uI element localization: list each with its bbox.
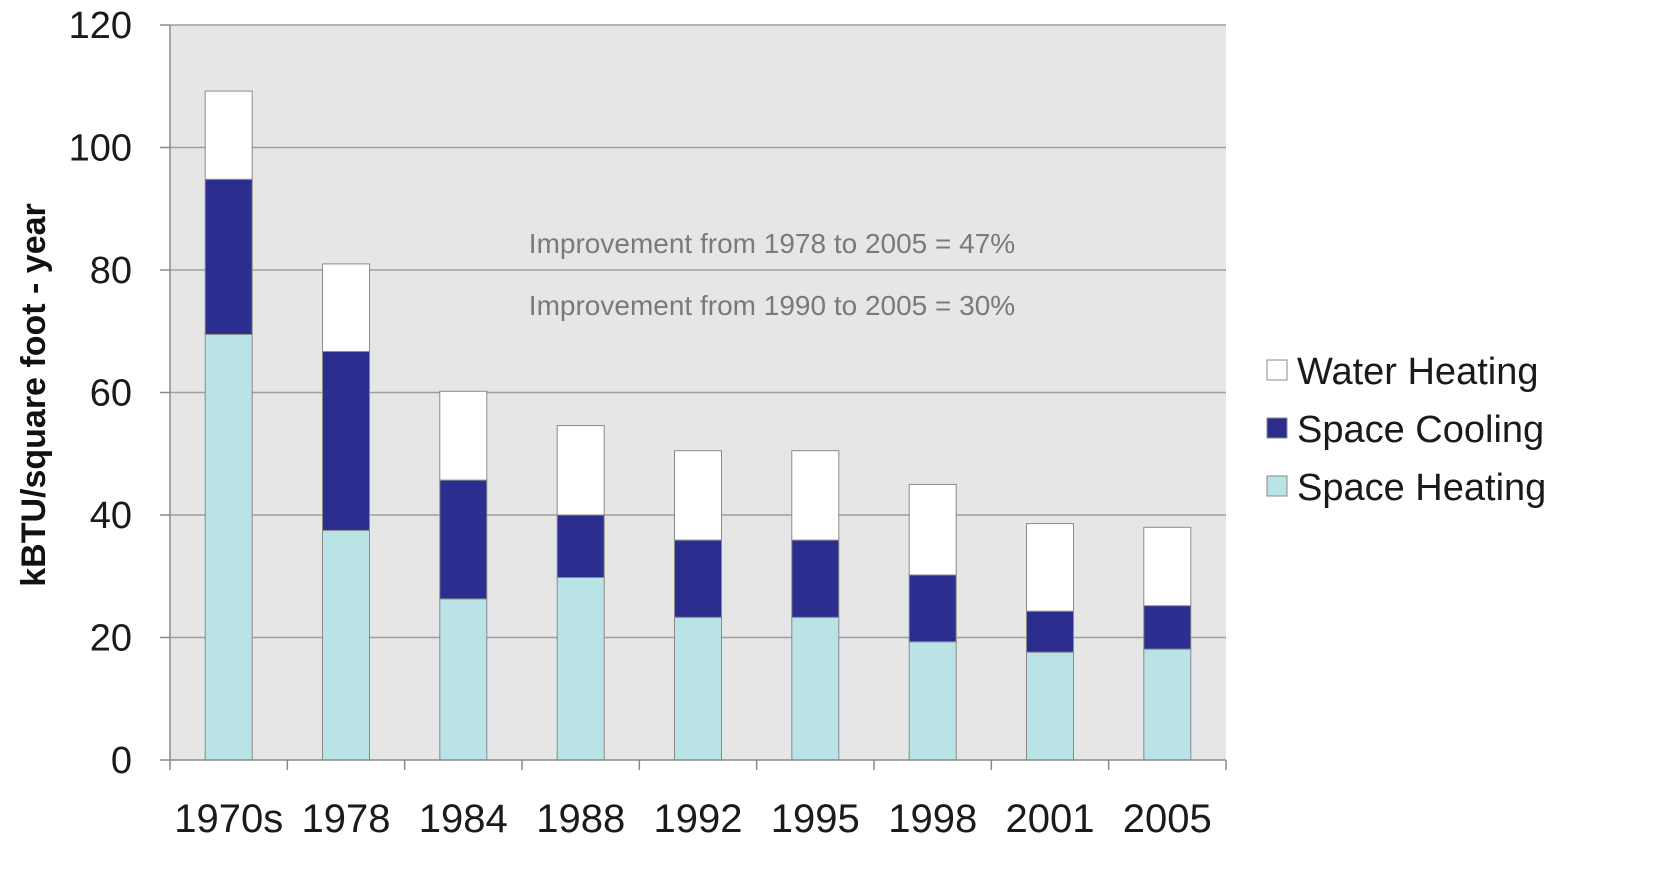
legend-label-water-heating: Water Heating <box>1297 351 1538 393</box>
bar-water-heating-1992 <box>674 450 722 541</box>
bar-water-heating-1970s <box>204 90 253 180</box>
x-tick-label: 1978 <box>302 797 391 841</box>
x-tick-label: 1992 <box>654 797 743 841</box>
bar-space-heating-2001 <box>1026 651 1074 761</box>
bar-space-cooling-1998 <box>908 574 957 643</box>
bar-space-heating-1995 <box>791 616 840 761</box>
x-tick-label: 1970s <box>174 797 283 841</box>
axes <box>160 24 1227 770</box>
bars <box>204 90 1192 761</box>
bar-water-heating-2001 <box>1026 523 1074 612</box>
bar-space-cooling-1978 <box>322 351 370 531</box>
x-tick-label: 1995 <box>771 797 860 841</box>
bar-water-heating-2005 <box>1143 526 1192 607</box>
x-tick-label: 2005 <box>1123 797 1212 841</box>
y-tick-label: 0 <box>111 740 132 782</box>
y-tick-label: 120 <box>69 5 132 47</box>
annotation-1978-2005: Improvement from 1978 to 2005 = 47% <box>529 228 1015 259</box>
y-axis-label: kBTU/square foot - year <box>15 203 53 587</box>
legend: Water Heating Space Cooling Space Heating <box>1266 351 1546 509</box>
y-tick-labels: 0 20 40 60 80 100 120 <box>69 5 132 782</box>
bar-space-cooling-1970s <box>204 178 253 335</box>
y-tick-label: 100 <box>69 128 132 170</box>
bar-space-cooling-1988 <box>556 514 605 578</box>
x-tick-label: 1988 <box>536 797 625 841</box>
bar-space-heating-1988 <box>556 577 605 761</box>
annotation-1990-2005: Improvement from 1990 to 2005 = 30% <box>529 290 1015 321</box>
legend-swatch-space-cooling <box>1266 417 1288 439</box>
y-tick-label: 60 <box>90 373 132 415</box>
legend-swatch-space-heating <box>1266 475 1288 497</box>
legend-label-space-heating: Space Heating <box>1297 467 1546 509</box>
y-tick-label: 40 <box>90 495 132 537</box>
x-tick-label: 1984 <box>419 797 508 841</box>
bar-space-heating-1992 <box>674 616 722 761</box>
bar-space-cooling-2005 <box>1143 605 1192 650</box>
bar-space-heating-1984 <box>439 598 488 761</box>
legend-label-space-cooling: Space Cooling <box>1297 409 1544 451</box>
bar-space-cooling-2001 <box>1026 610 1074 653</box>
bar-water-heating-1998 <box>908 483 957 576</box>
bar-water-heating-1988 <box>556 425 605 516</box>
bar-space-heating-1998 <box>908 641 957 761</box>
bar-space-heating-1978 <box>322 529 370 761</box>
bar-water-heating-1995 <box>791 450 840 541</box>
bar-space-cooling-1984 <box>439 479 488 600</box>
y-tick-label: 20 <box>90 618 132 660</box>
x-tick-labels: 1970s 1978 1984 1988 1992 1995 1998 2001 2005 <box>174 797 1212 841</box>
y-tick-label: 80 <box>90 250 132 292</box>
x-tick-label: 1998 <box>888 797 977 841</box>
bar-space-heating-1970s <box>204 333 253 761</box>
legend-swatch-water-heating <box>1266 359 1288 381</box>
bar-space-heating-2005 <box>1143 648 1192 761</box>
bar-water-heating-1978 <box>322 263 370 352</box>
bar-water-heating-1984 <box>439 390 488 481</box>
x-tick-label: 2001 <box>1006 797 1095 841</box>
bar-space-cooling-1992 <box>674 539 722 618</box>
bar-space-cooling-1995 <box>791 539 840 618</box>
